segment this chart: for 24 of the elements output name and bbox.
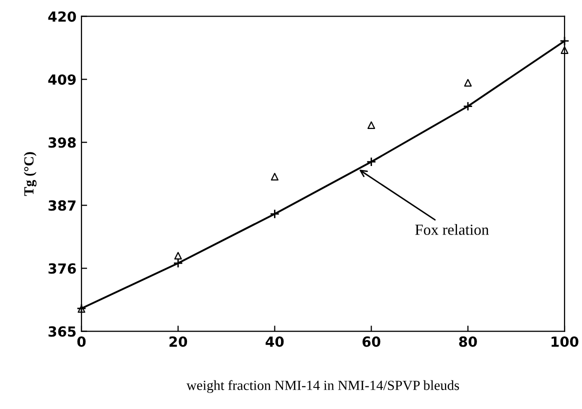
y-tick-label: 376 bbox=[48, 263, 76, 274]
point bbox=[463, 101, 473, 112]
point bbox=[174, 252, 182, 260]
point bbox=[366, 156, 376, 167]
point bbox=[464, 78, 472, 87]
y-tick-label: 387 bbox=[48, 200, 76, 211]
annotation: Fox relation bbox=[415, 224, 489, 235]
y-tick-label: 420 bbox=[48, 11, 76, 22]
x-axis-title: weight fraction NMI-14 in NMI-14/SPVP bleuds bbox=[186, 380, 460, 393]
y-tick-label: 409 bbox=[48, 74, 76, 85]
point bbox=[270, 209, 280, 219]
x-tick-label: 0 bbox=[77, 336, 86, 347]
x-tick-label: 100 bbox=[552, 336, 578, 347]
y-axis-title: Tg (°C) bbox=[24, 152, 37, 196]
point bbox=[368, 121, 376, 129]
x-tick-label: 20 bbox=[170, 336, 188, 347]
point bbox=[270, 172, 279, 180]
x-tick-label: 80 bbox=[459, 336, 477, 347]
point bbox=[173, 258, 183, 268]
point bbox=[560, 46, 568, 54]
x-tick-label: 60 bbox=[362, 336, 380, 347]
x-tick-label: 40 bbox=[266, 336, 284, 347]
y-tick-label: 365 bbox=[48, 326, 76, 337]
y-tick-label: 398 bbox=[48, 137, 76, 148]
